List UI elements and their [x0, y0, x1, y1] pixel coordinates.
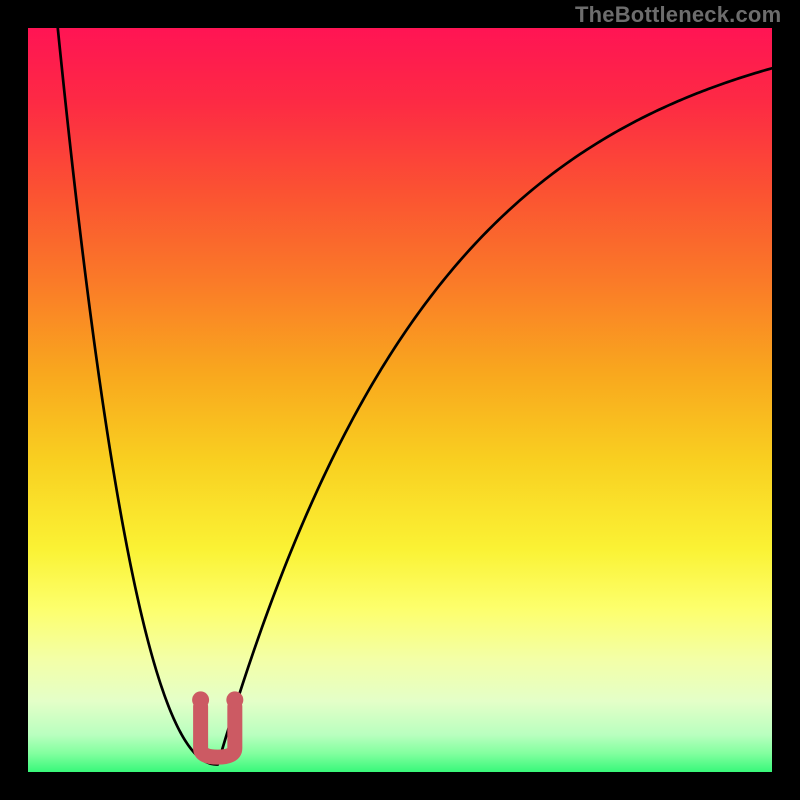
minimum-dot-right [226, 691, 243, 708]
stage: TheBottleneck.com [0, 0, 800, 800]
plot-background [28, 28, 772, 772]
watermark-text: TheBottleneck.com [575, 2, 781, 28]
minimum-dot-left [192, 691, 209, 708]
chart-svg [0, 0, 800, 800]
